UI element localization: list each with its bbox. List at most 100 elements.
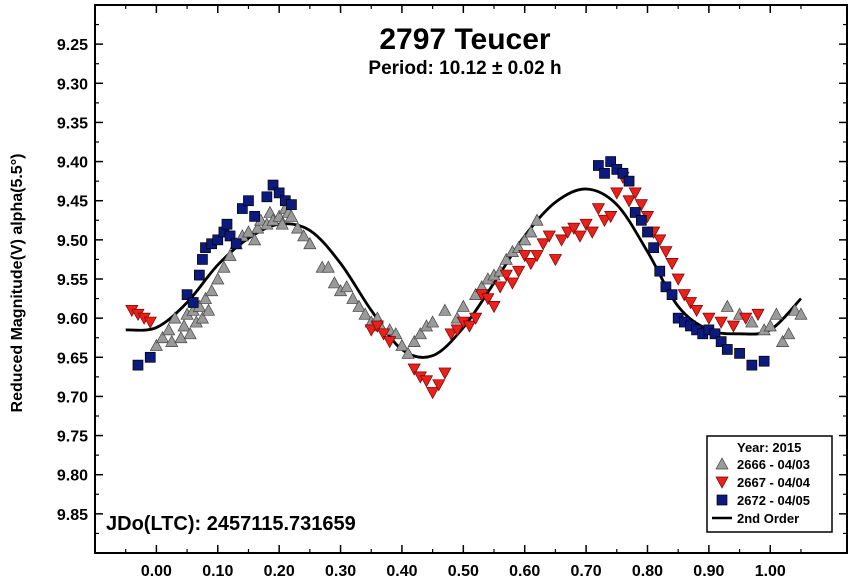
data-point — [426, 387, 440, 400]
data-point — [236, 203, 248, 214]
y-tick-label: 9.55 — [57, 272, 88, 289]
data-point — [321, 260, 335, 273]
data-point — [746, 359, 758, 371]
x-tick-label: 0.80 — [632, 563, 663, 580]
x-tick-label: 0.00 — [141, 563, 172, 580]
x-tick-label: 0.70 — [571, 563, 602, 580]
data-point — [648, 242, 659, 254]
data-point — [481, 293, 495, 306]
x-tick-label: 0.20 — [264, 563, 295, 580]
data-point — [413, 327, 427, 340]
data-point — [677, 289, 691, 302]
data-point — [346, 291, 360, 304]
data-point — [605, 156, 617, 167]
data-point — [438, 303, 452, 316]
data-point — [438, 367, 452, 380]
data-point — [524, 257, 538, 271]
legend-entry-label: 2666 - 04/03 — [737, 457, 810, 472]
data-point — [530, 213, 544, 226]
data-point — [198, 291, 213, 304]
data-point — [585, 226, 599, 239]
y-tick-label: 9.35 — [57, 115, 88, 132]
data-point — [249, 211, 260, 222]
data-point — [758, 355, 770, 367]
y-tick-label: 9.75 — [57, 429, 88, 446]
y-tick-label: 9.40 — [57, 155, 88, 172]
data-point — [195, 311, 210, 324]
data-point — [340, 280, 354, 293]
data-point — [530, 250, 544, 263]
data-point — [275, 217, 289, 230]
data-point — [794, 307, 808, 320]
data-point — [419, 375, 434, 388]
data-point — [221, 218, 233, 230]
data-point — [144, 351, 156, 363]
data-point — [426, 315, 440, 328]
axis-ticks: 0.00 0.10 0.20 0.30 0.40 0.50 0.60 0.70 0.80 0.90… — [57, 5, 847, 580]
data-point — [297, 229, 311, 242]
x-tick-label: 1.00 — [755, 563, 786, 580]
data-point — [444, 328, 458, 341]
data-point — [327, 276, 342, 289]
data-point — [162, 323, 176, 336]
data-point — [666, 289, 678, 301]
data-point — [683, 297, 698, 310]
legend-marker-swatch — [716, 494, 728, 506]
data-point — [143, 316, 157, 329]
data-point — [536, 238, 550, 251]
data-point — [251, 221, 265, 234]
data-point — [370, 320, 384, 333]
data-point — [788, 303, 802, 316]
data-point — [248, 233, 262, 246]
data-point — [642, 226, 653, 238]
data-point — [303, 237, 317, 250]
data-point — [241, 225, 256, 238]
data-point — [273, 187, 285, 199]
data-point — [665, 257, 679, 271]
data-point — [499, 252, 513, 265]
chart-title: 2797 Teucer — [379, 23, 551, 56]
data-point — [223, 248, 237, 261]
data-point — [511, 265, 526, 278]
data-point — [628, 187, 642, 200]
data-point — [187, 297, 199, 308]
data-point — [165, 334, 179, 347]
y-tick-label: 9.70 — [57, 389, 88, 406]
data-point — [660, 281, 672, 293]
y-tick-label: 9.25 — [57, 37, 88, 54]
legend: Year: 2015 2666 - 04/03 2667 - 04/04 2672 -… — [706, 435, 833, 533]
data-point — [197, 254, 208, 265]
data-point — [775, 334, 790, 347]
y-tick-label: 9.30 — [57, 76, 88, 93]
data-point — [751, 308, 765, 321]
x-tick-label: 0.10 — [202, 563, 233, 580]
data-point — [487, 301, 501, 314]
legend-entry-label: 2672 - 04/05 — [737, 493, 810, 508]
data-point — [554, 234, 569, 247]
data-point — [567, 222, 581, 235]
data-point — [407, 334, 421, 347]
legend-title: Year: 2015 — [737, 440, 801, 455]
data-point — [261, 191, 273, 203]
data-point — [659, 246, 673, 259]
data-point — [383, 336, 397, 349]
data-point — [493, 281, 507, 294]
y-tick-label: 9.45 — [57, 194, 88, 211]
data-point — [155, 330, 170, 344]
data-points-layer — [125, 156, 808, 400]
data-point — [201, 303, 216, 316]
data-point — [610, 187, 624, 200]
data-point — [290, 221, 305, 234]
data-point — [518, 233, 532, 246]
data-point — [636, 214, 647, 226]
data-point — [671, 273, 685, 286]
x-tick-label: 0.40 — [386, 563, 417, 580]
legend-entry-label: 2nd Order — [737, 511, 799, 526]
data-point — [352, 299, 366, 312]
data-point — [714, 316, 728, 329]
data-point — [432, 379, 446, 392]
data-point — [149, 338, 163, 351]
data-point — [739, 312, 753, 325]
legend-marker-swatch — [715, 476, 729, 489]
x-tick-label: 0.90 — [693, 563, 724, 580]
